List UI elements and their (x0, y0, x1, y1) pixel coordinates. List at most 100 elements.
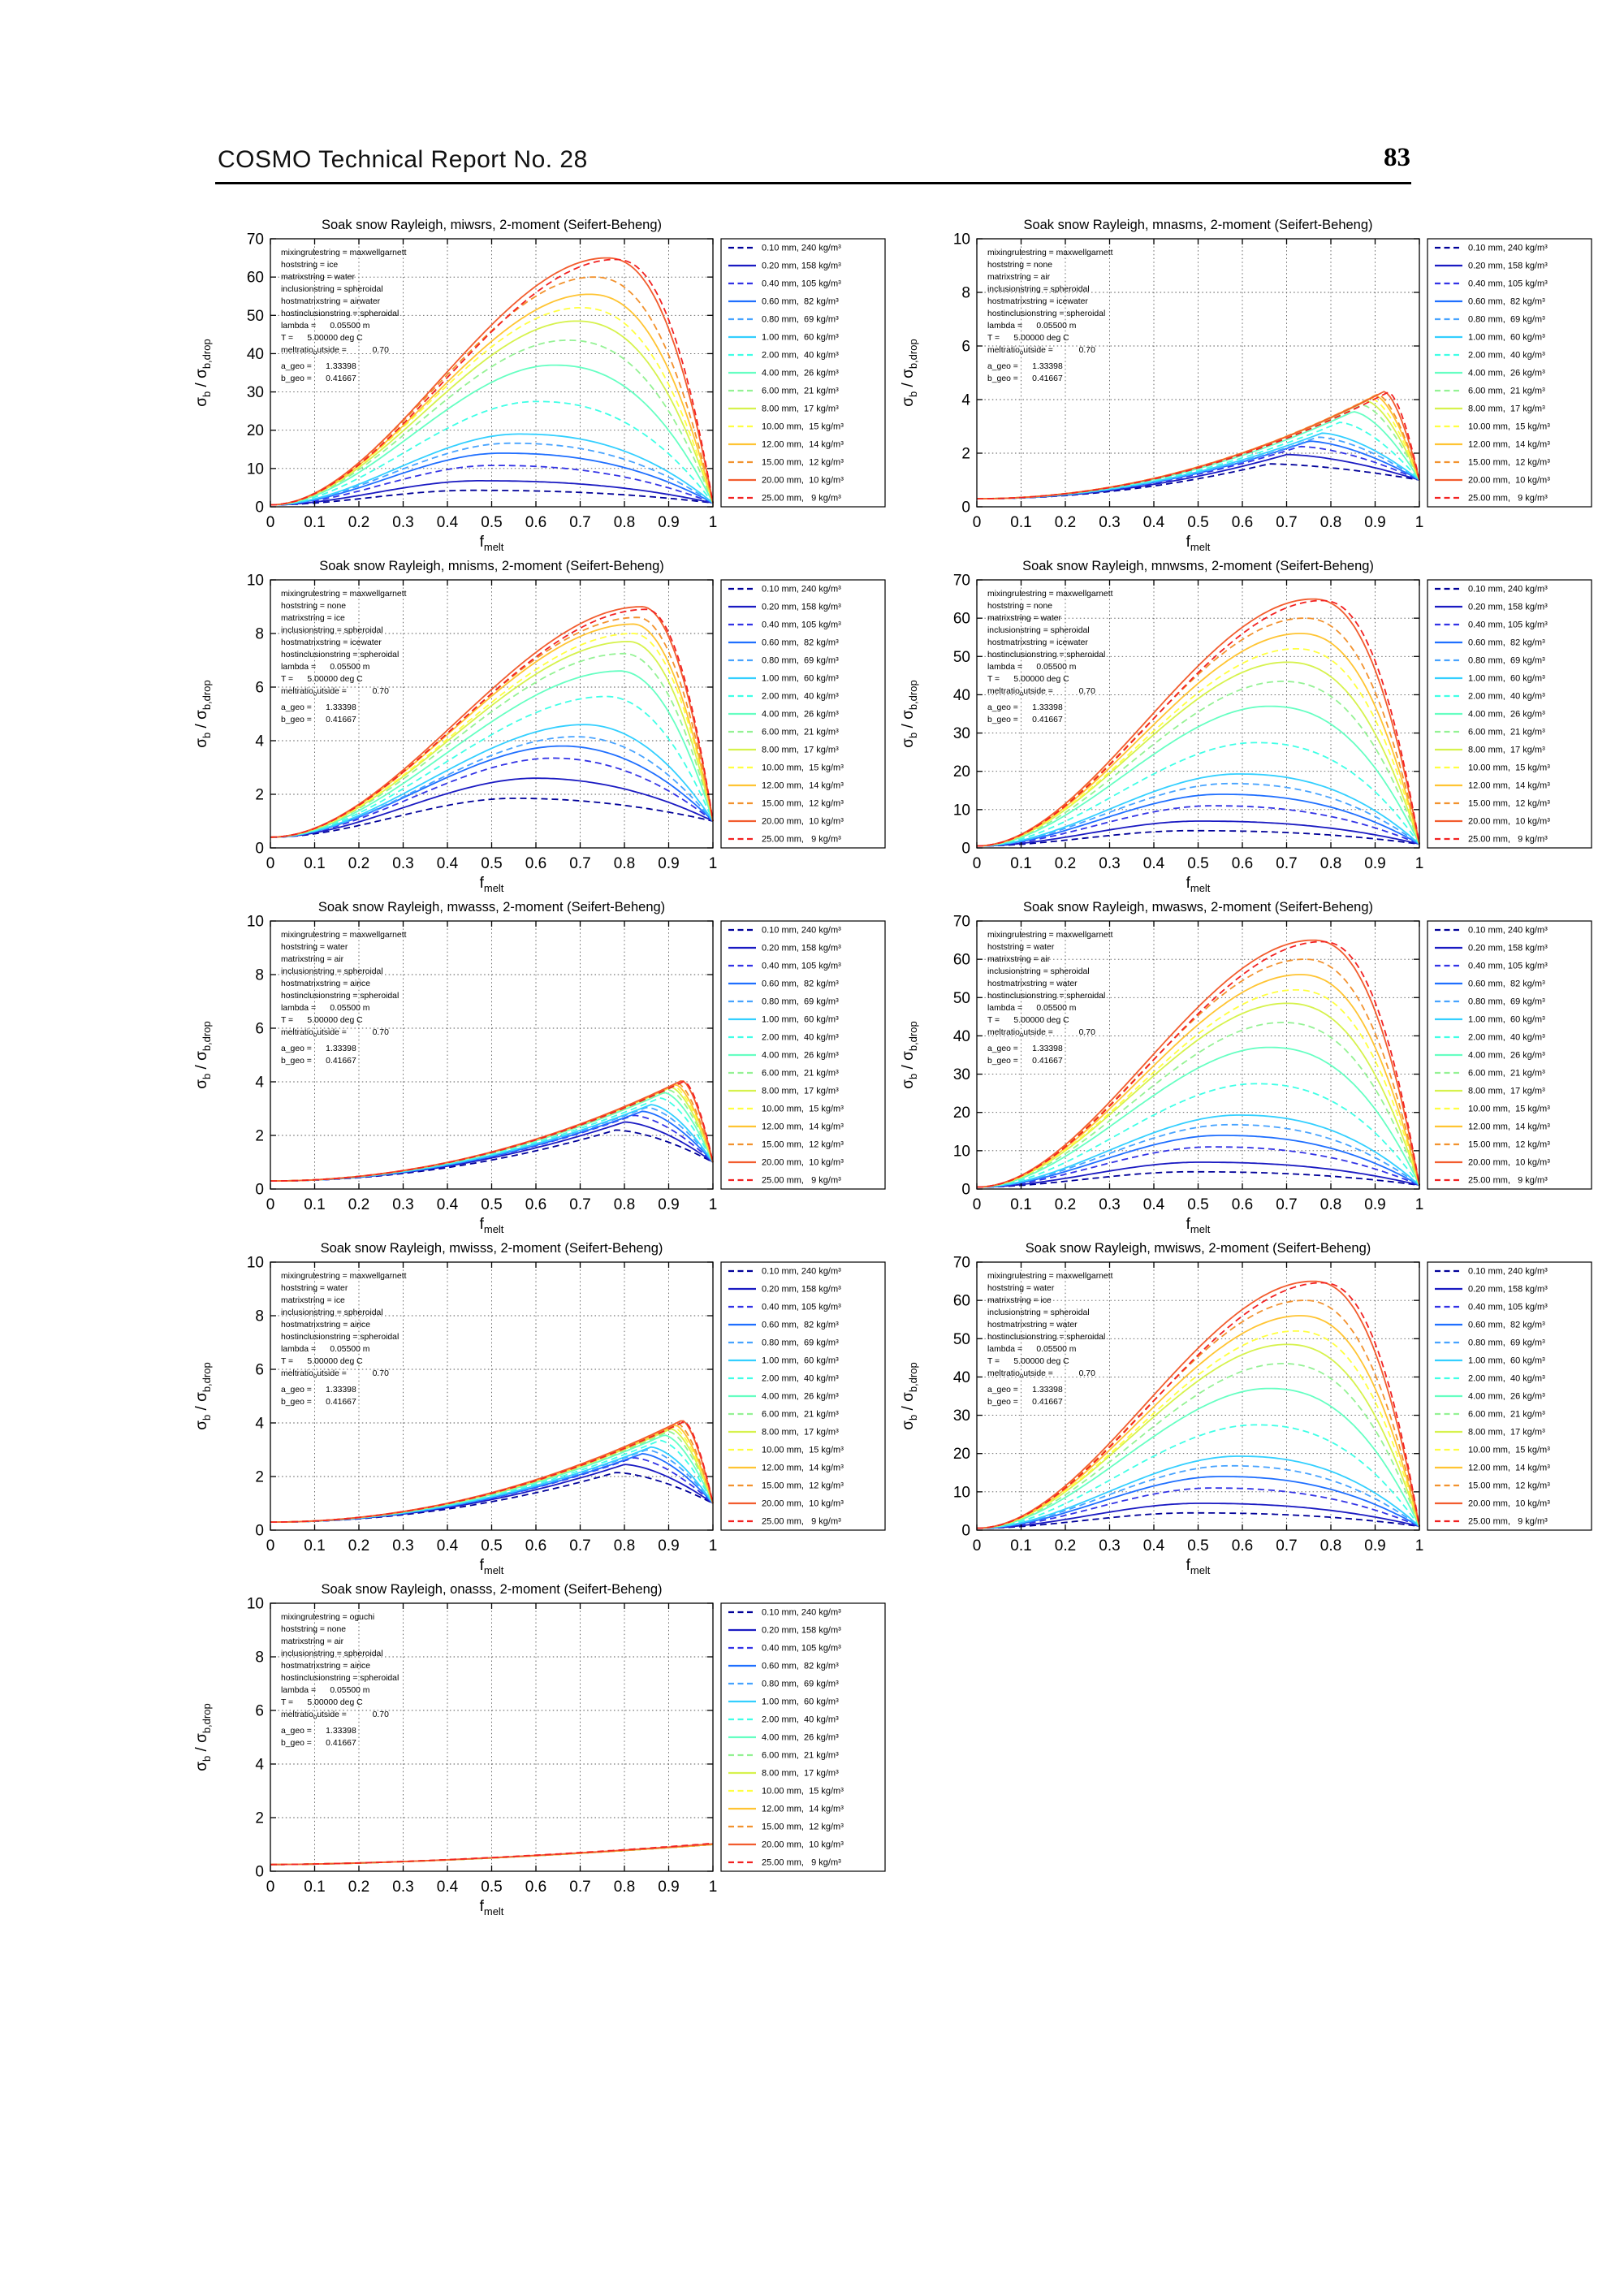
legend-label: 4.00 mm, 26 kg/m³ (1468, 1051, 1545, 1061)
legend-label: 20.00 mm, 10 kg/m³ (762, 476, 844, 486)
x-axis-label: fmelt (480, 875, 504, 894)
series-curves (977, 939, 1420, 1188)
legend-label: 1.00 mm, 60 kg/m³ (762, 1356, 839, 1366)
svg-text:0.4: 0.4 (437, 855, 459, 872)
series-line-25.00-mm (977, 599, 1420, 847)
param-line: b_geo = 0.41667 (987, 1057, 1063, 1066)
param-line: b_geo = 0.41667 (281, 1739, 356, 1748)
legend: 0.10 mm, 240 kg/m³ 0.20 mm, 158 kg/m³ 0.40… (1427, 920, 1592, 1190)
axes-frame (976, 238, 1420, 508)
param-line: hostmatrixstring = airice (281, 979, 370, 988)
series-curves (270, 257, 714, 506)
svg-text:10: 10 (953, 802, 970, 819)
svg-text:0.8: 0.8 (1320, 855, 1341, 872)
series-line-0.10-mm (270, 798, 714, 838)
legend-entry: 2.00 mm, 40 kg/m³ (728, 1715, 839, 1725)
param-line: b_geo = 0.41667 (987, 374, 1063, 383)
series-line-4.00-mm (977, 1387, 1420, 1529)
chart-title: Soak snow Rayleigh, mnisms, 2-moment (Se… (319, 559, 664, 573)
chart-cell-mnwsms: Soak snow Rayleigh, mnwsms, 2-moment (Se… (892, 546, 1602, 894)
series-line-6.00-mm (270, 339, 714, 506)
param-line: meltratiooutside = 0.70 (281, 1369, 389, 1380)
svg-text:40: 40 (953, 1369, 970, 1386)
legend-label: 25.00 mm, 9 kg/m³ (1468, 494, 1548, 504)
svg-text:0.4: 0.4 (1143, 1196, 1165, 1213)
svg-text:70: 70 (247, 231, 264, 249)
series-line-20.00-mm (270, 1843, 714, 1866)
series-line-25.00-mm (270, 1842, 714, 1866)
legend-entry: 2.00 mm, 40 kg/m³ (728, 1374, 839, 1384)
param-line: a_geo = 1.33398 (281, 1727, 356, 1736)
y-axis-label: σb / σb,drop (900, 680, 919, 747)
legend-entry: 4.00 mm, 26 kg/m³ (728, 369, 839, 378)
svg-text:30: 30 (953, 1066, 970, 1083)
legend-entry: 12.00 mm, 14 kg/m³ (728, 1805, 844, 1814)
series-curves (977, 391, 1420, 499)
series-line-0.80-mm (270, 1844, 714, 1866)
legend-label: 0.60 mm, 82 kg/m³ (762, 1321, 839, 1330)
chart-title: Soak snow Rayleigh, mnasms, 2-moment (Se… (1023, 218, 1372, 232)
legend-label: 20.00 mm, 10 kg/m³ (762, 1499, 844, 1509)
series-line-0.10-mm (270, 1129, 714, 1182)
tick-labels: 0 0.1 0.2 0.3 0.4 0.5 0.6 0.7 0.8 0.9 101020304050… (953, 573, 1423, 873)
legend-label: 0.10 mm, 240 kg/m³ (1468, 1267, 1548, 1277)
legend-entry: 6.00 mm, 21 kg/m³ (1435, 1410, 1545, 1420)
svg-text:0.6: 0.6 (1232, 855, 1253, 872)
svg-text:0.7: 0.7 (569, 1537, 590, 1554)
axes-frame (270, 238, 714, 508)
series-line-8.00-mm (270, 320, 714, 506)
param-line: hoststring = water (281, 943, 348, 952)
param-line: lambda = 0.05500 m (987, 1004, 1076, 1013)
svg-text:0.8: 0.8 (1320, 1537, 1341, 1554)
legend: 0.10 mm, 240 kg/m³ 0.20 mm, 158 kg/m³ 0.40… (720, 920, 886, 1190)
param-line: hostinclusionstring = spheroidal (281, 992, 399, 1001)
svg-text:0.5: 0.5 (1187, 1196, 1208, 1213)
svg-text:0.7: 0.7 (569, 1196, 590, 1213)
legend-label: 6.00 mm, 21 kg/m³ (762, 1410, 839, 1420)
series-line-10.00-mm (977, 648, 1420, 847)
svg-text:6: 6 (255, 1021, 264, 1038)
legend-entry: 0.80 mm, 69 kg/m³ (728, 1680, 839, 1689)
svg-text:20: 20 (953, 1446, 970, 1463)
series-line-20.00-mm (977, 598, 1420, 847)
svg-text:70: 70 (953, 914, 970, 931)
param-line: hostmatrixstring = airice (281, 1321, 370, 1330)
legend-entry: 25.00 mm, 9 kg/m³ (1435, 494, 1548, 504)
legend-label: 0.80 mm, 69 kg/m³ (762, 656, 839, 666)
svg-text:0.7: 0.7 (1276, 1537, 1297, 1554)
legend: 0.10 mm, 240 kg/m³ 0.20 mm, 158 kg/m³ 0.40… (1427, 1261, 1592, 1531)
svg-text:6: 6 (255, 1703, 264, 1720)
y-axis-label: σb / σb,drop (193, 680, 213, 747)
legend-entry: 8.00 mm, 17 kg/m³ (728, 1769, 839, 1779)
param-line: lambda = 0.05500 m (281, 322, 369, 331)
svg-text:0: 0 (255, 1182, 264, 1199)
param-line: meltratiooutside = 0.70 (987, 1369, 1095, 1380)
series-line-0.20-mm (977, 1161, 1420, 1188)
legend-label: 4.00 mm, 26 kg/m³ (1468, 1392, 1545, 1402)
param-line: lambda = 0.05500 m (281, 1345, 369, 1354)
svg-text:40: 40 (953, 687, 970, 704)
legend-entry: 25.00 mm, 9 kg/m³ (1435, 1176, 1548, 1186)
legend-label: 6.00 mm, 21 kg/m³ (1468, 728, 1545, 737)
svg-text:0.5: 0.5 (481, 1196, 502, 1213)
legend-entry: 25.00 mm, 9 kg/m³ (728, 835, 841, 845)
series-line-0.80-mm (977, 436, 1420, 499)
legend-label: 8.00 mm, 17 kg/m³ (762, 1769, 839, 1779)
series-line-0.40-mm (977, 805, 1420, 847)
series-curves (977, 598, 1420, 847)
legend-entry: 4.00 mm, 26 kg/m³ (1435, 710, 1545, 720)
x-axis-label: fmelt (1186, 1557, 1211, 1576)
legend-entry: 2.00 mm, 40 kg/m³ (1435, 1374, 1545, 1384)
series-line-10.00-mm (270, 1844, 714, 1866)
param-line: lambda = 0.05500 m (987, 663, 1076, 672)
legend-label: 2.00 mm, 40 kg/m³ (1468, 351, 1545, 361)
chart-title: Soak snow Rayleigh, miwsrs, 2-moment (Se… (322, 218, 662, 232)
chart-title: Soak snow Rayleigh, mwisss, 2-moment (Se… (321, 1241, 663, 1256)
legend-label: 2.00 mm, 40 kg/m³ (1468, 1374, 1545, 1384)
svg-text:0.8: 0.8 (1320, 1196, 1341, 1213)
svg-text:0.8: 0.8 (614, 1196, 635, 1213)
param-line: b_geo = 0.41667 (281, 716, 356, 724)
legend-entry: 0.40 mm, 105 kg/m³ (1435, 620, 1548, 630)
